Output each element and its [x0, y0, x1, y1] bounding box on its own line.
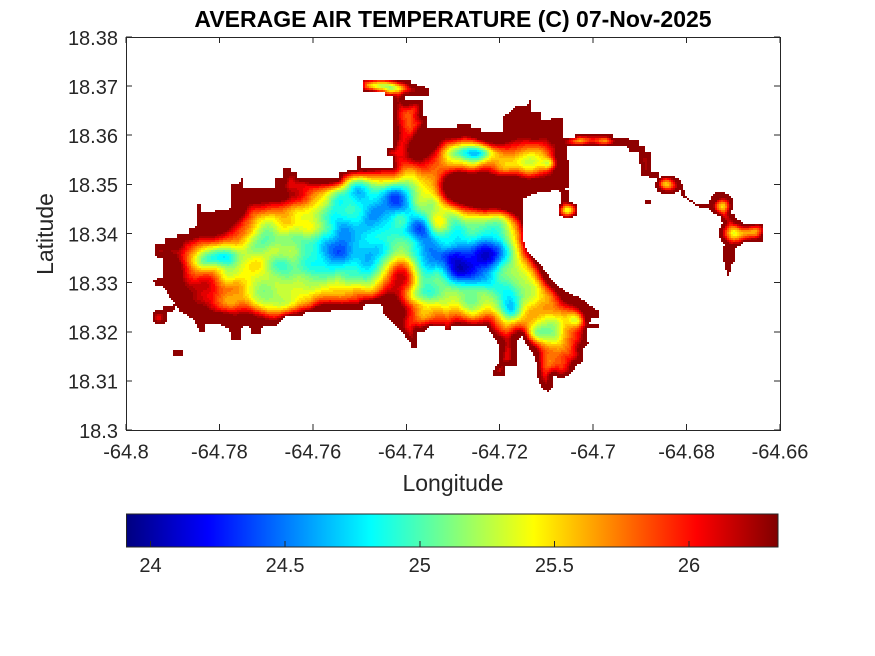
svg-text:24.5: 24.5	[266, 555, 305, 577]
svg-text:25.5: 25.5	[535, 555, 574, 577]
svg-text:-64.8: -64.8	[103, 442, 149, 464]
svg-text:25: 25	[409, 555, 431, 577]
svg-text:Longitude: Longitude	[402, 470, 503, 496]
svg-text:18.36: 18.36	[68, 126, 118, 148]
svg-text:18.34: 18.34	[68, 224, 118, 246]
svg-text:18.3: 18.3	[79, 421, 118, 443]
svg-text:18.37: 18.37	[68, 77, 118, 99]
svg-text:18.35: 18.35	[68, 175, 118, 197]
svg-text:18.38: 18.38	[68, 28, 118, 50]
svg-text:18.32: 18.32	[68, 323, 118, 345]
svg-text:-64.74: -64.74	[378, 442, 435, 464]
svg-text:-64.78: -64.78	[191, 442, 248, 464]
svg-text:-64.7: -64.7	[570, 442, 616, 464]
svg-text:18.33: 18.33	[68, 273, 118, 295]
svg-text:18.31: 18.31	[68, 372, 118, 394]
svg-text:-64.66: -64.66	[752, 442, 809, 464]
svg-text:26: 26	[678, 555, 700, 577]
svg-text:-64.68: -64.68	[658, 442, 715, 464]
svg-text:24: 24	[139, 555, 161, 577]
svg-text:Latitude: Latitude	[32, 193, 58, 275]
svg-text:AVERAGE AIR TEMPERATURE (C) 07: AVERAGE AIR TEMPERATURE (C) 07-Nov-2025	[194, 6, 711, 32]
svg-text:-64.76: -64.76	[285, 442, 342, 464]
svg-text:-64.72: -64.72	[471, 442, 528, 464]
